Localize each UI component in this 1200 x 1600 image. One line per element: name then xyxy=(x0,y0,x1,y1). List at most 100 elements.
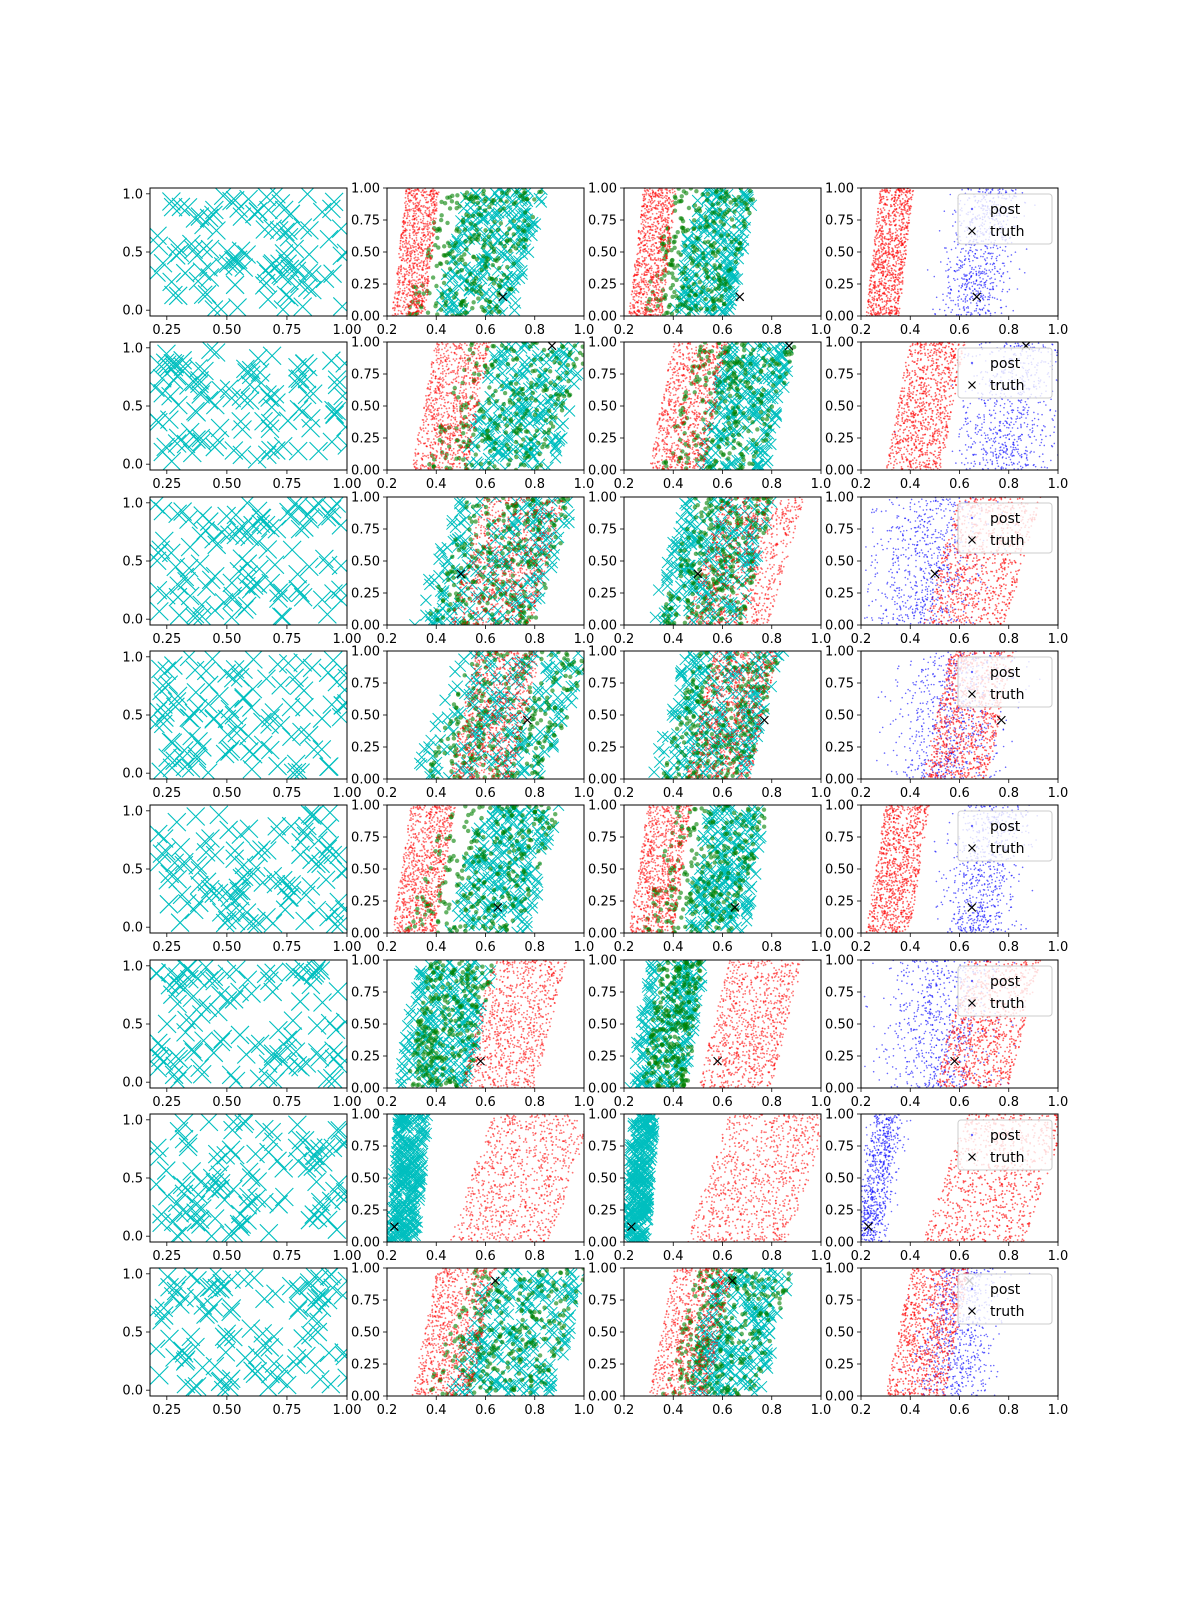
green-sample xyxy=(736,194,741,200)
red-sample xyxy=(653,199,656,202)
blue-sample xyxy=(1003,262,1005,265)
red-sample xyxy=(430,217,432,220)
green-sample xyxy=(660,246,665,252)
green-sample xyxy=(469,281,474,287)
red-sample xyxy=(873,313,876,315)
blue-sample xyxy=(992,252,994,255)
red-sample xyxy=(900,232,902,235)
green-sample xyxy=(451,255,456,260)
green-sample xyxy=(435,312,440,316)
red-sample xyxy=(648,253,651,255)
red-sample xyxy=(427,278,430,280)
prior-point xyxy=(274,200,294,220)
red-sample xyxy=(881,190,883,193)
prior-point xyxy=(210,418,230,438)
red-sample xyxy=(660,259,662,262)
red-sample xyxy=(897,298,899,301)
red-sample xyxy=(644,216,647,219)
red-sample xyxy=(662,255,665,258)
red-sample xyxy=(645,312,647,315)
green-sample xyxy=(526,222,531,228)
red-sample xyxy=(901,279,904,282)
red-sample xyxy=(416,259,418,261)
red-sample xyxy=(641,205,644,208)
prior-point xyxy=(265,384,285,404)
green-sample xyxy=(464,247,469,252)
blue-sample xyxy=(1008,277,1011,280)
green-sample xyxy=(670,271,675,276)
green-sample xyxy=(676,199,682,204)
red-sample xyxy=(407,312,410,315)
red-sample xyxy=(435,217,437,220)
y-tick-label: 0.00 xyxy=(588,310,617,325)
red-sample xyxy=(407,274,410,277)
red-sample xyxy=(869,300,871,303)
prior-point xyxy=(302,264,322,284)
red-sample xyxy=(647,211,650,214)
red-sample xyxy=(641,240,644,243)
red-sample xyxy=(662,223,665,226)
red-sample xyxy=(431,192,434,195)
red-sample xyxy=(422,264,425,267)
red-sample xyxy=(903,201,905,204)
red-sample xyxy=(877,266,880,269)
red-sample xyxy=(432,190,435,193)
red-sample xyxy=(668,190,671,192)
blue-sample xyxy=(984,283,987,286)
red-sample xyxy=(898,258,901,261)
green-sample xyxy=(717,278,722,283)
red-sample xyxy=(428,244,431,246)
red-sample xyxy=(892,217,895,220)
red-sample xyxy=(406,203,409,205)
green-sample xyxy=(545,352,550,358)
red-sample xyxy=(654,308,657,311)
red-sample xyxy=(666,219,669,222)
cyan-sample xyxy=(501,434,514,446)
red-sample xyxy=(420,243,423,246)
red-sample xyxy=(889,295,892,298)
red-sample xyxy=(880,198,883,201)
red-sample xyxy=(900,204,903,207)
red-sample xyxy=(429,221,431,224)
prior-point xyxy=(269,221,289,240)
green-sample xyxy=(513,381,519,386)
red-sample xyxy=(419,218,422,221)
red-sample xyxy=(659,313,662,316)
red-sample xyxy=(899,260,902,263)
red-sample xyxy=(412,286,415,289)
green-sample xyxy=(530,214,536,220)
blue-sample xyxy=(973,283,975,285)
red-sample xyxy=(888,219,891,222)
green-sample xyxy=(747,210,752,216)
red-sample xyxy=(654,231,657,233)
green-sample xyxy=(504,199,509,204)
red-sample xyxy=(880,232,882,235)
blue-sample xyxy=(981,308,984,311)
blue-sample xyxy=(988,298,990,301)
green-sample xyxy=(438,261,444,267)
red-sample xyxy=(408,264,411,267)
green-sample xyxy=(721,222,726,227)
red-sample xyxy=(417,207,420,210)
red-sample xyxy=(878,249,881,252)
red-sample xyxy=(647,286,650,289)
green-sample xyxy=(444,252,449,258)
green-sample xyxy=(449,199,455,204)
green-sample xyxy=(474,257,480,262)
red-sample xyxy=(644,234,647,237)
red-sample xyxy=(421,213,424,216)
red-sample xyxy=(668,201,671,204)
red-sample xyxy=(875,222,878,225)
blue-sample xyxy=(970,189,972,191)
blue-sample xyxy=(972,281,975,283)
red-sample xyxy=(420,238,423,241)
cyan-sample xyxy=(502,404,515,417)
red-sample xyxy=(400,296,403,299)
red-sample xyxy=(656,281,659,284)
red-sample xyxy=(415,264,418,267)
red-sample xyxy=(650,250,653,253)
blue-sample xyxy=(946,295,948,297)
red-sample xyxy=(406,261,409,264)
y-tick-label: 1.00 xyxy=(825,182,854,197)
green-sample xyxy=(487,276,492,281)
